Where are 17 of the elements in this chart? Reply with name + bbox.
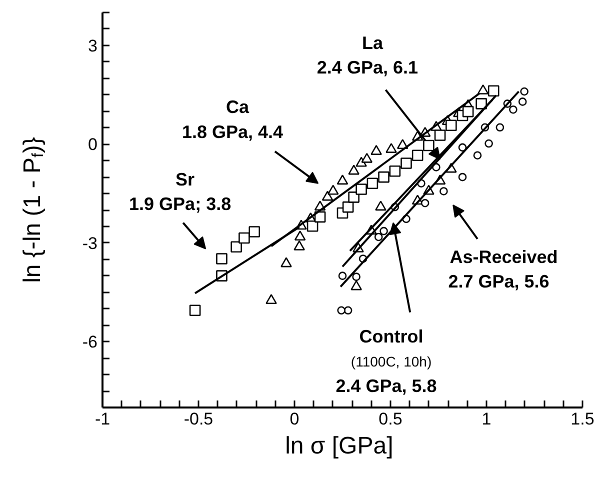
x-tick-label: 1.5 <box>570 410 594 428</box>
y-tick-label: 0 <box>88 135 98 154</box>
annotation: Control (1100C, 10h) 2.4 GPa, 5.8 <box>336 326 437 396</box>
x-axis-title: ln σ [GPa] <box>285 432 394 460</box>
x-tick-label: 1 <box>482 410 492 428</box>
x-tick-label: -1 <box>94 410 110 428</box>
y-tick-label: -3 <box>82 234 98 253</box>
y-tick-label: -6 <box>82 332 98 352</box>
annotation: La 2.4 GPa, 6.1 <box>316 32 418 78</box>
y-axis-title: ln {-ln (1 - Pf)} <box>19 137 47 283</box>
x-tick-label: -0.5 <box>184 410 214 428</box>
annotation: Sr 1.9 GPa; 3.8 <box>129 170 232 214</box>
annotation: As-Received 2.7 GPa, 5.6 <box>448 246 558 292</box>
x-tick-label: 0 <box>290 410 300 428</box>
annotation: Ca 1.8 GPa, 4.4 <box>182 97 284 142</box>
x-tick-label: 0.5 <box>378 410 402 428</box>
y-tick-label: 3 <box>88 36 98 56</box>
